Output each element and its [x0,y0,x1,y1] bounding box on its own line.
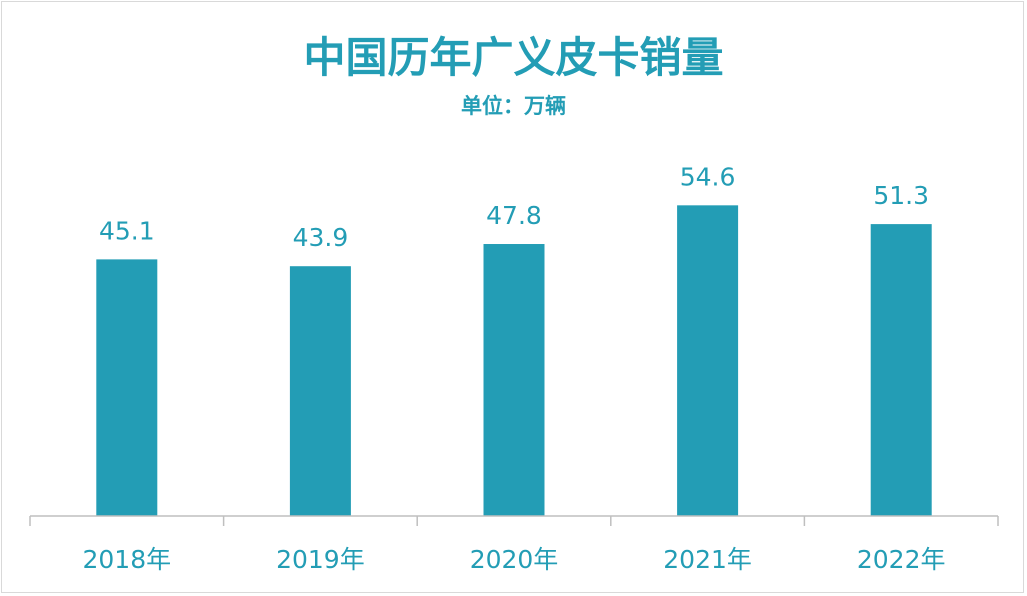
x-tick-label: 2021年 [663,545,752,574]
bar [870,224,932,516]
x-tick-label: 2020年 [470,545,559,574]
x-tick-label: 2018年 [82,545,171,574]
chart-subtitle: 单位：万辆 [461,94,566,118]
data-label: 54.6 [680,162,736,191]
x-tick-labels-layer: 2018年 2019年 2020年 2021年 2022年 [82,545,945,574]
bar [289,266,351,516]
x-axis [29,515,999,526]
data-labels-layer: 45.1 43.9 47.8 54.6 51.3 [99,162,929,252]
chart-title: 中国历年广义皮卡销量 [303,33,724,82]
bars-layer [96,205,932,517]
bar [96,259,158,516]
bar [677,205,739,517]
data-label: 43.9 [293,223,349,252]
x-tick-label: 2019年 [276,545,365,574]
data-label: 45.1 [99,216,155,245]
x-tick-label: 2022年 [857,545,946,574]
data-label: 47.8 [486,201,542,230]
bar [483,244,545,516]
data-label: 51.3 [873,181,929,210]
